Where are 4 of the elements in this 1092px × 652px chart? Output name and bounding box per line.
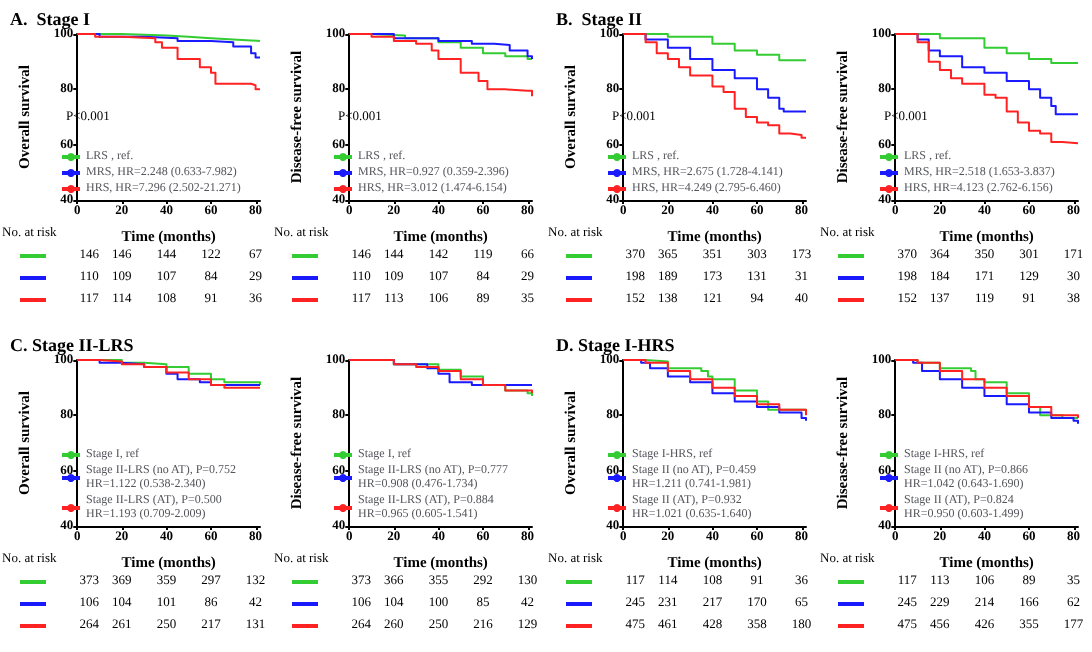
chart-title: D. Stage I-HRS [556, 335, 675, 355]
chart-title: A. Stage I [10, 9, 91, 29]
chart-title: C. Stage II-LRS [10, 335, 134, 355]
chart-title: B. Stage II [556, 9, 643, 29]
